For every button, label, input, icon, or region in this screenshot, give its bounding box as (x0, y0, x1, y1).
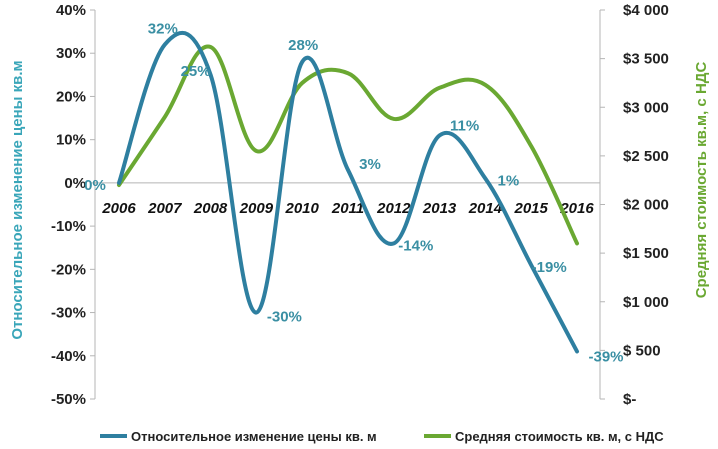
data-label: 28% (288, 37, 318, 54)
data-label: 11% (450, 117, 479, 134)
x-axis-ticks: 2006 2007 2008 2009 2010 2011 2012 2013 2014 2015… (101, 200, 594, 217)
x-tick-label: 2014 (468, 200, 503, 217)
data-label: 1% (498, 173, 520, 190)
right-tick-label: $2 500 (623, 148, 669, 165)
data-label: 32% (148, 21, 178, 38)
right-axis-title: Средняя стоимость кв.м, с НДС (693, 62, 710, 299)
series-line-avg-price (117, 44, 579, 246)
x-tick-label: 2016 (559, 200, 594, 217)
x-tick-label: 2013 (422, 200, 457, 217)
legend: Относительное изменение цены кв. м Средн… (100, 429, 664, 444)
data-label: 0% (84, 177, 106, 194)
left-tick-label: 0% (64, 175, 86, 192)
legend-label-price-change: Относительное изменение цены кв. м (131, 429, 377, 444)
left-axis-title: Относительное изменение цены кв.м (9, 60, 26, 339)
left-tick-label: 10% (56, 132, 86, 149)
x-tick-label: 2011 (331, 200, 364, 217)
right-tick-label: $3 500 (623, 51, 669, 68)
left-tick-label: 20% (56, 88, 86, 105)
right-tick-label: $2 000 (623, 197, 669, 214)
data-label: -14% (398, 237, 433, 254)
data-label: -39% (588, 348, 623, 365)
right-tick-label: $- (623, 391, 636, 408)
left-tick-label: -10% (51, 218, 86, 235)
x-tick-label: 2015 (514, 200, 549, 217)
left-tick-label: -40% (51, 348, 86, 365)
right-tick-label: $4 000 (623, 2, 669, 19)
data-label: 25% (181, 63, 211, 80)
right-tick-label: $ 500 (623, 342, 661, 359)
right-tick-label: $1 000 (623, 294, 669, 311)
left-tick-label: 40% (56, 2, 86, 19)
x-tick-label: 2006 (101, 200, 136, 217)
data-label: 3% (359, 156, 381, 173)
x-tick-label: 2010 (285, 200, 320, 217)
left-tick-label: -20% (51, 261, 86, 278)
right-tick-label: $3 000 (623, 99, 669, 116)
series-line-price-change (117, 30, 579, 354)
left-tick-label: -50% (51, 391, 86, 408)
legend-label-avg-price: Средняя стоимость кв. м, с НДС (455, 429, 664, 444)
right-axis-ticks: $4 000 $3 500 $3 000 $2 500 $2 000 $1 500 $1 0… (600, 2, 669, 408)
left-tick-label: -30% (51, 305, 86, 322)
x-tick-label: 2012 (376, 200, 411, 217)
data-label: -19% (532, 259, 567, 276)
data-label: -30% (267, 309, 302, 326)
left-tick-label: 30% (56, 45, 86, 62)
right-tick-label: $1 500 (623, 245, 669, 262)
data-labels: 0% 32% 25% -30% 28% 3% -14% 11% 1% -19% -39% (84, 21, 623, 366)
left-axis-ticks: 40% 30% 20% 10% 0% -10% -20% -30% -40% -50% (51, 2, 95, 408)
x-tick-label: 2009 (239, 200, 274, 217)
series-lines (117, 30, 579, 354)
x-tick-label: 2007 (147, 200, 182, 217)
x-tick-label: 2008 (193, 200, 228, 217)
